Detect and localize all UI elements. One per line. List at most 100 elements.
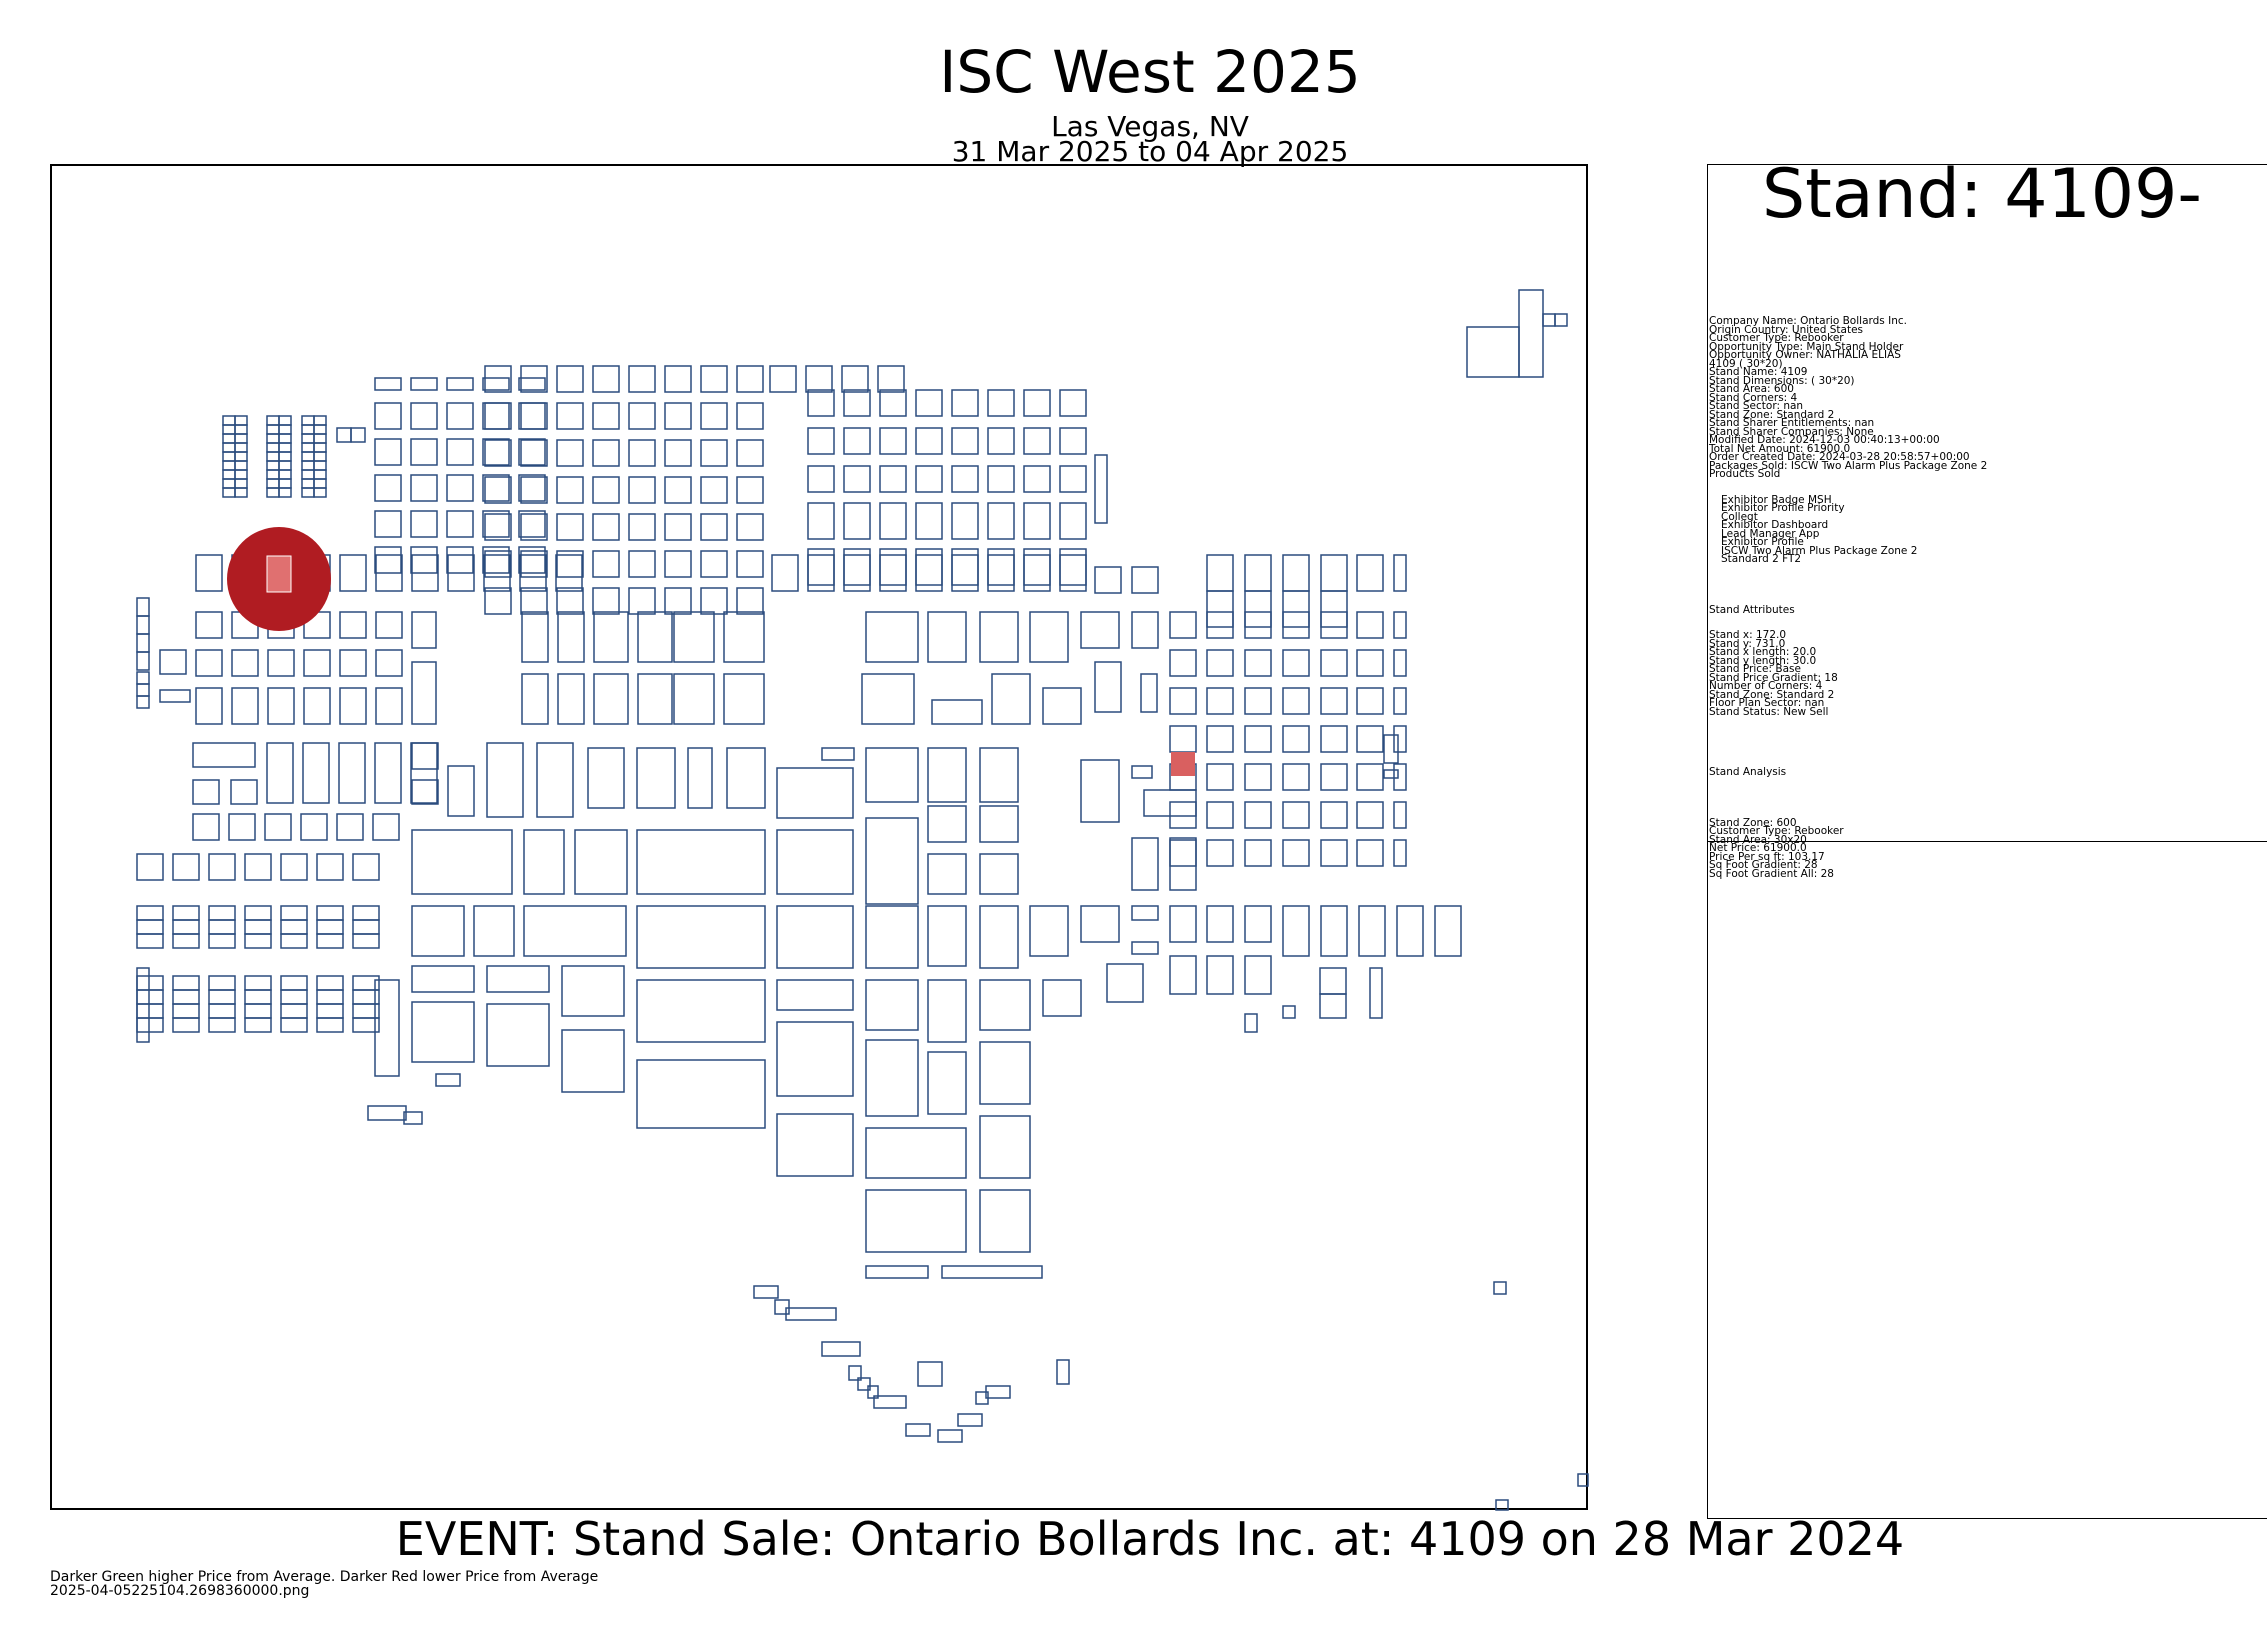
stand-outline[interactable]: [208, 1017, 236, 1033]
stand-outline[interactable]: [673, 611, 715, 663]
stand-outline[interactable]: [301, 487, 315, 498]
stand-outline[interactable]: [278, 451, 292, 462]
stand-outline[interactable]: [266, 415, 280, 426]
stand-outline[interactable]: [301, 415, 315, 426]
stand-outline[interactable]: [367, 1105, 407, 1121]
stand-outline[interactable]: [303, 687, 331, 725]
stand-outline[interactable]: [375, 611, 403, 639]
stand-outline[interactable]: [159, 689, 191, 703]
stand-outline[interactable]: [374, 438, 402, 466]
stand-outline[interactable]: [136, 651, 150, 671]
stand-outline[interactable]: [1080, 905, 1120, 943]
stand-outline[interactable]: [172, 853, 200, 881]
stand-outline[interactable]: [865, 747, 919, 803]
stand-outline[interactable]: [410, 510, 438, 538]
stand-outline[interactable]: [316, 989, 344, 1005]
stand-outline[interactable]: [195, 687, 223, 725]
stand-outline[interactable]: [280, 933, 308, 949]
stand-outline[interactable]: [1206, 590, 1234, 628]
stand-outline[interactable]: [313, 478, 327, 489]
stand-outline[interactable]: [1356, 687, 1384, 715]
stand-outline[interactable]: [736, 365, 764, 393]
stand-outline[interactable]: [592, 402, 620, 430]
stand-outline[interactable]: [300, 813, 328, 841]
stand-outline[interactable]: [628, 439, 656, 467]
stand-outline[interactable]: [313, 433, 327, 444]
stand-outline[interactable]: [1320, 590, 1348, 628]
stand-outline[interactable]: [278, 433, 292, 444]
stand-outline[interactable]: [484, 587, 512, 615]
stand-outline[interactable]: [807, 502, 835, 540]
stand-outline[interactable]: [776, 1021, 854, 1097]
stand-outline[interactable]: [280, 1017, 308, 1033]
stand-outline[interactable]: [915, 502, 943, 540]
stand-outline[interactable]: [1282, 725, 1310, 753]
stand-outline[interactable]: [278, 478, 292, 489]
stand-outline[interactable]: [411, 779, 439, 805]
stand-outline[interactable]: [1356, 763, 1384, 791]
stand-outline[interactable]: [664, 439, 692, 467]
stand-outline[interactable]: [266, 742, 294, 804]
stand-outline[interactable]: [374, 546, 402, 574]
stand-outline[interactable]: [222, 478, 236, 489]
stand-outline[interactable]: [195, 649, 223, 677]
stand-outline[interactable]: [278, 487, 292, 498]
stand-outline[interactable]: [280, 989, 308, 1005]
floor-plan-map[interactable]: [0, 0, 1600, 1520]
stand-outline[interactable]: [805, 365, 833, 393]
stand-outline[interactable]: [1244, 905, 1272, 943]
stand-outline[interactable]: [372, 813, 400, 841]
stand-outline[interactable]: [280, 919, 308, 935]
stand-outline[interactable]: [1282, 905, 1310, 957]
stand-outline[interactable]: [1393, 801, 1407, 829]
stand-outline[interactable]: [136, 933, 164, 949]
stand-outline[interactable]: [313, 424, 327, 435]
stand-outline[interactable]: [1206, 763, 1234, 791]
stand-outline[interactable]: [843, 554, 871, 592]
stand-outline[interactable]: [482, 377, 510, 391]
stand-outline[interactable]: [776, 979, 854, 1011]
stand-outline[interactable]: [951, 465, 979, 493]
stand-outline[interactable]: [1206, 554, 1234, 592]
stand-outline[interactable]: [1206, 839, 1234, 867]
stand-outline[interactable]: [352, 905, 380, 921]
stand-outline[interactable]: [769, 365, 797, 393]
stand-outline[interactable]: [411, 661, 437, 725]
stand-outline[interactable]: [636, 905, 766, 969]
stand-outline[interactable]: [266, 478, 280, 489]
stand-outline[interactable]: [1029, 905, 1069, 957]
stand-outline[interactable]: [374, 510, 402, 538]
stand-outline[interactable]: [987, 502, 1015, 540]
stand-outline[interactable]: [865, 979, 919, 1031]
stand-outline[interactable]: [979, 853, 1019, 895]
stand-outline[interactable]: [352, 919, 380, 935]
stand-outline[interactable]: [1059, 502, 1087, 540]
stand-outline[interactable]: [264, 813, 292, 841]
stand-outline[interactable]: [951, 389, 979, 417]
stand-outline[interactable]: [1554, 313, 1568, 327]
stand-outline[interactable]: [280, 975, 308, 991]
stand-outline[interactable]: [301, 433, 315, 444]
stand-outline[interactable]: [1169, 725, 1197, 753]
stand-outline[interactable]: [927, 747, 967, 803]
stand-outline[interactable]: [234, 415, 248, 426]
stand-outline[interactable]: [905, 1423, 931, 1437]
stand-outline[interactable]: [771, 554, 799, 592]
stand-outline[interactable]: [518, 438, 546, 466]
stand-outline[interactable]: [867, 1385, 879, 1399]
stand-outline[interactable]: [482, 438, 510, 466]
stand-outline[interactable]: [316, 853, 344, 881]
stand-outline[interactable]: [1023, 465, 1051, 493]
stand-outline[interactable]: [278, 469, 292, 480]
stand-outline[interactable]: [1356, 839, 1384, 867]
stand-outline[interactable]: [136, 633, 150, 653]
stand-outline[interactable]: [267, 649, 295, 677]
stand-outline[interactable]: [1282, 611, 1310, 639]
stand-outline[interactable]: [482, 402, 510, 430]
stand-outline[interactable]: [1244, 1013, 1258, 1033]
stand-outline[interactable]: [411, 1001, 475, 1063]
stand-outline[interactable]: [927, 1051, 967, 1115]
stand-outline[interactable]: [556, 550, 584, 578]
stand-outline[interactable]: [411, 554, 439, 592]
stand-outline[interactable]: [774, 1299, 790, 1315]
